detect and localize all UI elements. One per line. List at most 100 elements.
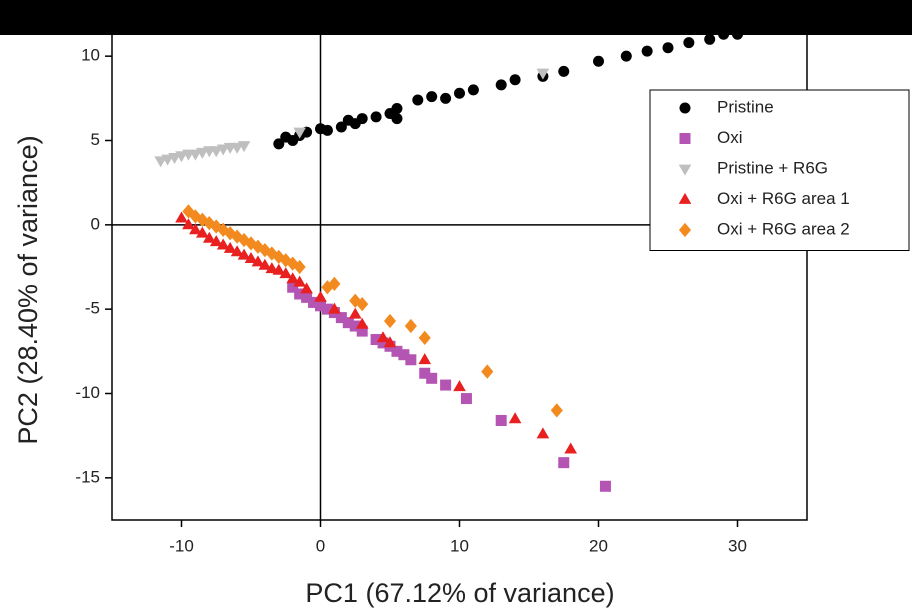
- point: [217, 222, 230, 238]
- point: [301, 291, 313, 303]
- point: [356, 113, 368, 125]
- point: [599, 480, 611, 492]
- point: [230, 245, 244, 257]
- point: [209, 146, 223, 158]
- point: [454, 87, 465, 99]
- point: [593, 55, 604, 67]
- point: [550, 403, 563, 418]
- x-tick-label: -10: [169, 536, 194, 555]
- point: [481, 364, 494, 379]
- point: [495, 79, 507, 91]
- top-band: [0, 0, 912, 35]
- point: [216, 144, 230, 156]
- point: [662, 42, 674, 54]
- point: [426, 91, 438, 103]
- point: [189, 149, 202, 161]
- point: [189, 223, 202, 235]
- point: [238, 232, 251, 248]
- y-tick-label: 10: [81, 46, 100, 65]
- point: [564, 442, 578, 454]
- point: [460, 393, 472, 405]
- point: [175, 151, 188, 163]
- point: [272, 263, 286, 275]
- point: [258, 242, 271, 258]
- point: [342, 317, 354, 329]
- point: [704, 33, 716, 45]
- point: [370, 111, 382, 123]
- point: [314, 290, 327, 302]
- point: [321, 303, 333, 315]
- point: [328, 276, 341, 292]
- point: [398, 349, 410, 361]
- legend-text: Oxi: [717, 128, 743, 147]
- x-tick-label: 20: [589, 536, 608, 555]
- point: [335, 121, 347, 133]
- point: [356, 296, 369, 312]
- point: [216, 238, 230, 250]
- point: [168, 152, 181, 164]
- point: [383, 313, 397, 329]
- point: [641, 45, 653, 57]
- point: [495, 414, 507, 426]
- point: [230, 142, 244, 154]
- y-tick-label: 5: [91, 130, 100, 149]
- point: [405, 354, 417, 366]
- point: [683, 37, 695, 49]
- point: [467, 84, 479, 96]
- point: [196, 147, 209, 159]
- point: [440, 379, 452, 391]
- x-axis-label: PC1 (67.12% of variance): [305, 578, 614, 608]
- point: [251, 239, 264, 254]
- point: [293, 127, 306, 139]
- point: [196, 212, 209, 227]
- point: [558, 457, 570, 469]
- point: [237, 141, 251, 153]
- legend-box: [649, 89, 910, 251]
- point: [273, 138, 285, 150]
- legend-text: Oxi + R6G area 1: [717, 189, 850, 208]
- legend-text: Pristine + R6G: [717, 158, 828, 177]
- y-axis-label: PC2 (28.40% of variance): [13, 135, 43, 444]
- y-tick-label: -5: [85, 299, 100, 318]
- legend-marker: [679, 102, 691, 114]
- point: [370, 334, 382, 346]
- point: [315, 300, 326, 312]
- legend-text: Oxi + R6G area 2: [717, 219, 850, 238]
- point: [244, 251, 258, 263]
- point: [258, 258, 272, 270]
- point: [294, 288, 306, 300]
- point: [412, 94, 424, 106]
- point: [189, 209, 202, 224]
- point: [293, 259, 306, 275]
- point: [293, 275, 306, 287]
- point: [620, 50, 632, 62]
- point: [328, 302, 341, 314]
- point: [355, 317, 369, 329]
- point: [265, 262, 279, 274]
- point: [383, 336, 397, 348]
- point: [321, 124, 333, 136]
- point: [154, 156, 167, 168]
- point: [209, 235, 223, 247]
- legend-text: Pristine: [717, 97, 774, 116]
- y-tick-label: 0: [91, 214, 100, 233]
- point: [376, 331, 390, 343]
- point: [391, 345, 403, 357]
- point: [348, 307, 362, 319]
- legend-marker: [679, 133, 691, 144]
- point: [279, 267, 293, 279]
- x-tick-label: 30: [728, 536, 747, 555]
- point: [508, 412, 522, 424]
- point: [349, 293, 362, 308]
- point: [509, 74, 521, 86]
- point: [356, 325, 368, 337]
- point: [224, 226, 237, 241]
- y-tick-label: -15: [75, 467, 100, 486]
- point: [419, 367, 431, 379]
- point: [223, 241, 237, 253]
- point: [391, 102, 403, 114]
- point: [558, 65, 570, 77]
- point: [300, 282, 313, 294]
- point: [404, 318, 417, 334]
